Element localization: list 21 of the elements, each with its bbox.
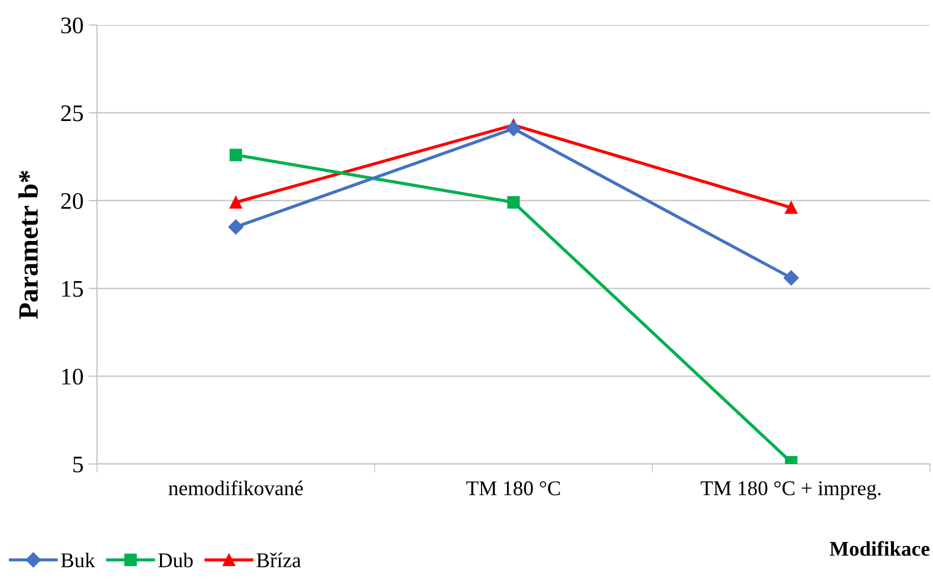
y-tick-label: 10 bbox=[62, 368, 83, 385]
x-tick-label: TM 180 °C + impreg. bbox=[700, 481, 881, 500]
y-tick-label: 15 bbox=[62, 281, 83, 297]
x-tick-label: TM 180 °C bbox=[466, 481, 560, 496]
point bbox=[784, 201, 798, 214]
y-tick-label: 20 bbox=[61, 193, 83, 210]
point bbox=[506, 121, 522, 136]
y-tick-label: 30 bbox=[61, 17, 83, 34]
y-axis-title: Parametr b* bbox=[18, 170, 38, 319]
point bbox=[230, 196, 242, 209]
legend-label: Dub bbox=[158, 552, 193, 568]
y-tick-label: 5 bbox=[73, 456, 83, 472]
point bbox=[507, 196, 520, 209]
y-tick-label: 25 bbox=[61, 105, 83, 122]
legend-label: Buk bbox=[61, 552, 96, 568]
legend-label: Bříza bbox=[256, 552, 301, 568]
x-tick-label: nemodifikované bbox=[168, 480, 303, 496]
point bbox=[784, 270, 799, 286]
point bbox=[230, 148, 242, 162]
x-axis-title: Modifikace bbox=[830, 541, 930, 556]
point bbox=[228, 219, 244, 235]
